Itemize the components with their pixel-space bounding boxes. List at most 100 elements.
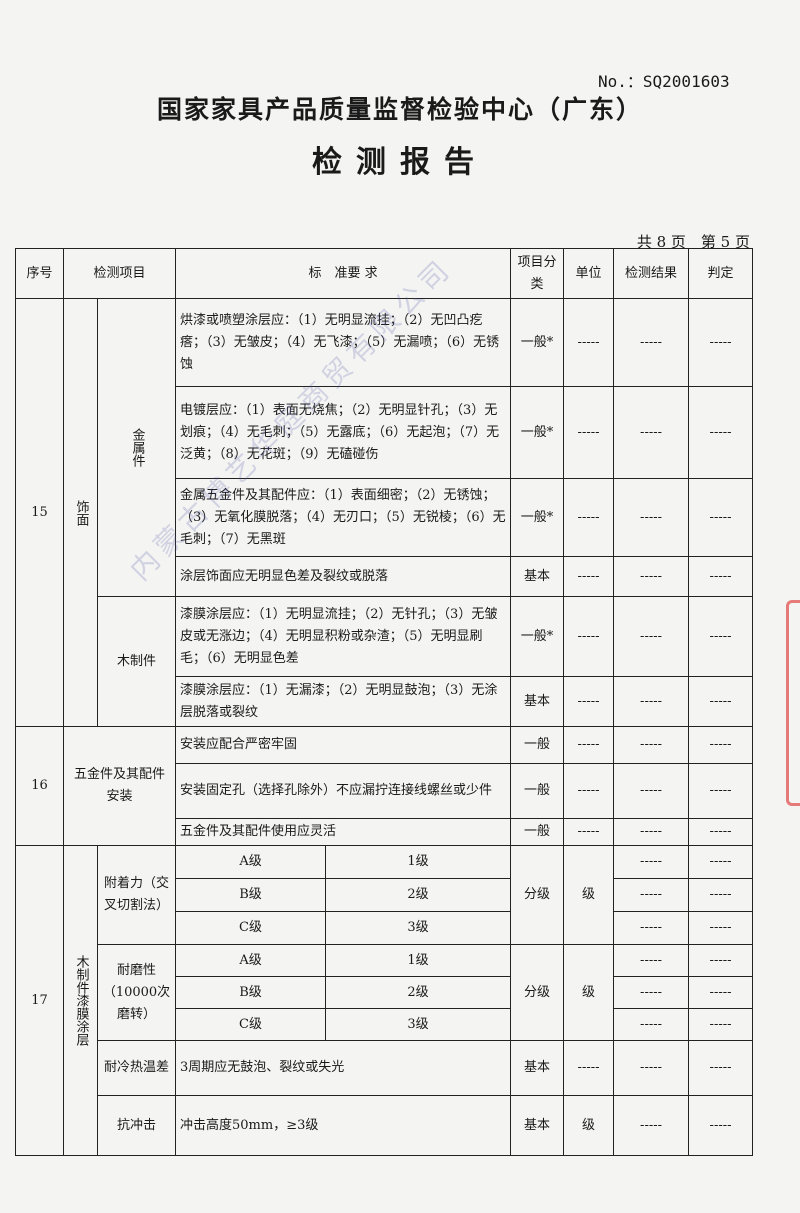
unit: -----: [563, 298, 615, 387]
requirement: 漆膜涂层应：（1）无明显流挂；（2）无针孔；（3）无皱皮或无涨边；（4）无明显积…: [175, 596, 512, 677]
verdict: -----: [688, 298, 754, 387]
item-no: 15: [15, 298, 64, 727]
verdict: -----: [688, 478, 754, 557]
classification: 基本: [510, 1095, 565, 1156]
table-row: B级 2级 ----- -----: [16, 976, 754, 1009]
result: -----: [613, 596, 690, 677]
verdict: -----: [688, 726, 754, 764]
inspection-table: 序号 检测项目 标 准要 求 项目分类 单位 检测结果 判定 15 饰面 金属件…: [15, 248, 754, 1156]
verdict: -----: [688, 878, 754, 912]
item-name: 抗冲击: [96, 1095, 177, 1156]
col-verdict: 判定: [688, 248, 754, 299]
page-indicator: 共 8 页 第 5 页: [636, 233, 750, 251]
requirement: 冲击高度50mm，≥3级: [175, 1095, 512, 1156]
requirement: 漆膜涂层应：（1）无漏漆；（2）无明显鼓泡；（3）无涂层脱落或裂纹: [175, 676, 512, 727]
verdict: -----: [688, 1095, 754, 1156]
table-row: 安装固定孔（选择孔除外）不应漏拧连接线螺丝或少件 一般 ----- ----- --…: [16, 763, 754, 819]
item-name: 耐磨性（10000次磨转）: [96, 944, 177, 1041]
unit: -----: [563, 386, 615, 479]
result: -----: [613, 726, 690, 764]
table-row: 涂层饰面应无明显色差及裂纹或脱落 基本 ----- ----- -----: [16, 556, 754, 597]
verdict: -----: [688, 556, 754, 597]
classification: 一般: [510, 726, 565, 764]
requirement: 金属五金件及其配件应：（1）表面细密；（2）无锈蚀；（3）无氧化膜脱落；（4）无…: [175, 478, 512, 557]
item-category: 木制件漆膜涂层: [63, 845, 98, 1156]
verdict: -----: [688, 386, 754, 479]
unit: 级: [563, 944, 615, 1041]
unit: -----: [563, 818, 615, 846]
verdict: -----: [688, 976, 754, 1009]
level-value: 3级: [325, 1008, 512, 1041]
classification: 基本: [510, 556, 565, 597]
verdict: -----: [688, 596, 754, 677]
classification: 基本: [510, 676, 565, 727]
item-name: 耐冷热温差: [96, 1040, 177, 1096]
level: B级: [175, 976, 327, 1009]
result: -----: [613, 556, 690, 597]
verdict: -----: [688, 763, 754, 819]
header-row: 序号 检测项目 标 准要 求 项目分类 单位 检测结果 判定: [15, 248, 754, 299]
level-value: 2级: [325, 976, 512, 1009]
report-title: 检测报告: [312, 145, 488, 180]
level-value: 3级: [325, 911, 512, 945]
requirement: 3周期应无鼓泡、裂纹或失光: [175, 1040, 512, 1096]
col-result: 检测结果: [613, 248, 690, 299]
result: -----: [613, 1095, 690, 1156]
col-unit: 单位: [563, 248, 615, 299]
result: -----: [613, 676, 690, 727]
table-row: 漆膜涂层应：（1）无漏漆；（2）无明显鼓泡；（3）无涂层脱落或裂纹 基本 ---…: [16, 676, 754, 727]
unit: 级: [563, 1095, 615, 1156]
unit: -----: [563, 763, 615, 819]
verdict: -----: [688, 944, 754, 977]
table-row: 耐磨性（10000次磨转） A级 1级 分级 级 ----- -----: [16, 944, 754, 1041]
table-row: 木制件 漆膜涂层应：（1）无明显流挂；（2）无针孔；（3）无皱皮或无涨边；（4）…: [16, 596, 754, 727]
organization-name: 国家家具产品质量监督检验中心（广东）: [156, 95, 643, 124]
classification: 一般*: [510, 596, 565, 677]
verdict: -----: [688, 845, 754, 879]
col-item: 检测项目: [62, 248, 177, 299]
unit: -----: [563, 596, 615, 677]
result: -----: [613, 478, 690, 557]
classification: 一般*: [510, 386, 565, 479]
table-row: 抗冲击 冲击高度50mm，≥3级 基本 级 ----- -----: [16, 1095, 754, 1156]
result: -----: [613, 944, 690, 977]
requirement: 烘漆或喷塑涂层应：（1）无明显流挂；（2）无凹凸疙瘩；（3）无皱皮；（4）无飞漆…: [175, 298, 512, 387]
item-no: 17: [15, 845, 64, 1156]
col-no: 序号: [15, 248, 64, 299]
result: -----: [613, 386, 690, 479]
unit: 级: [563, 845, 615, 945]
item-name: 五金件及其配件安装: [62, 726, 177, 846]
verdict: -----: [688, 911, 754, 945]
verdict: -----: [688, 676, 754, 727]
requirement: 安装应配合严密牢固: [175, 726, 512, 764]
level: C级: [175, 1008, 327, 1041]
result: -----: [613, 878, 690, 912]
classification: 一般: [510, 818, 565, 846]
classification: 分级: [510, 944, 565, 1041]
level-value: 1级: [325, 845, 512, 879]
level: A级: [175, 845, 327, 879]
classification: 一般*: [510, 298, 565, 387]
result: -----: [613, 763, 690, 819]
table-row: 16 五金件及其配件安装 安装应配合严密牢固 一般 ----- ----- ----…: [15, 726, 754, 846]
col-req: 标 准要 求: [175, 248, 512, 299]
classification: 基本: [510, 1040, 565, 1096]
report-number: No.：SQ2001603: [598, 72, 730, 91]
unit: -----: [563, 1040, 615, 1096]
item-category: 饰面: [63, 298, 98, 727]
item-name: 附着力（交叉切割法）: [96, 845, 177, 945]
table-row: 五金件及其配件使用应灵活 一般 ----- ----- -----: [16, 818, 754, 846]
level: B级: [175, 878, 327, 912]
table-row: 金属五金件及其配件应：（1）表面细密；（2）无锈蚀；（3）无氧化膜脱落；（4）无…: [16, 478, 754, 557]
verdict: -----: [688, 1008, 754, 1041]
level-value: 2级: [325, 878, 512, 912]
classification: 一般*: [510, 478, 565, 557]
col-cls: 项目分类: [510, 248, 565, 299]
group-metal: 金属件: [96, 298, 177, 597]
table-row: 17 木制件漆膜涂层 附着力（交叉切割法） A级 1级 分级 级 ----- --…: [15, 845, 754, 1156]
level: A级: [175, 944, 327, 977]
table-row: 15 饰面 金属件 烘漆或喷塑涂层应：（1）无明显流挂；（2）无凹凸疙瘩；（3）…: [15, 298, 754, 727]
red-seal: [786, 600, 800, 806]
table-row: 电镀层应：（1）表面无烧焦；（2）无明显针孔；（3）无划痕；（4）无毛刺；（5）…: [16, 386, 754, 479]
result: -----: [613, 1008, 690, 1041]
